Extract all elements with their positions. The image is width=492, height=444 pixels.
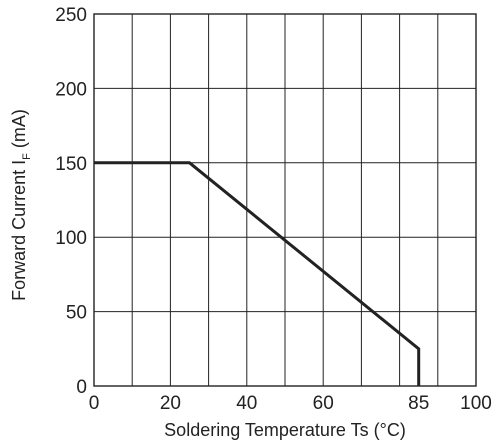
y-tick-label: 100	[55, 228, 87, 249]
y-tick-label: 200	[55, 79, 87, 100]
y-tick-label: 250	[55, 5, 87, 26]
derating-curve	[94, 161, 421, 386]
plot-frame	[93, 13, 477, 387]
x-tick-label: 85	[408, 393, 429, 414]
x-axis-title: Soldering Temperature Ts (°C)	[164, 420, 406, 440]
x-tick-label: 60	[313, 393, 334, 414]
y-axis-title-subscript: F	[21, 153, 33, 160]
y-axis-title-suffix: (mA)	[9, 109, 29, 153]
y-tick-label: 50	[66, 303, 87, 324]
x-tick-label: 100	[460, 393, 492, 414]
y-axis-title-prefix: Forward Current I	[9, 160, 29, 301]
series	[94, 161, 421, 386]
x-tick-label: 40	[236, 393, 257, 414]
axis-ticks: 0 50 100 150 200 250 0 20 40 60 85 100	[55, 5, 492, 414]
y-axis-title: Forward Current IF (mA)	[9, 109, 33, 301]
grid	[94, 14, 476, 386]
y-tick-label: 150	[55, 154, 87, 175]
x-tick-label: 20	[160, 393, 181, 414]
x-tick-label: 0	[89, 393, 100, 414]
y-tick-label: 0	[76, 377, 87, 398]
